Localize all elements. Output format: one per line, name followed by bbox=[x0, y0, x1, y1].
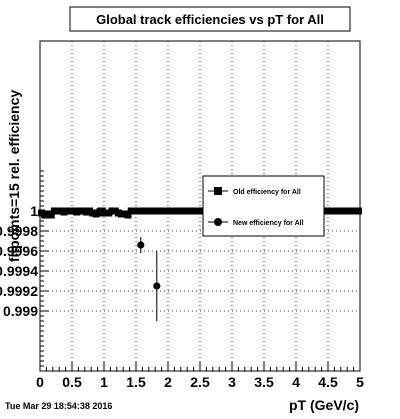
legend-old-label: Old efficiency for All bbox=[233, 189, 301, 196]
x-tick-label: 1 bbox=[100, 374, 108, 390]
timestamp: Tue Mar 29 18:54:38 2016 bbox=[5, 401, 112, 411]
y-tick-label: 0.9996 bbox=[0, 243, 38, 259]
y-tick-label: 0.9994 bbox=[0, 263, 38, 279]
y-tick-label: 0.9998 bbox=[0, 223, 38, 239]
axes: 0 0.5 1 1.5 2 2.5 3 3.5 4 4.5 5 0.999 0.9992 0.9994 0.… bbox=[0, 40, 364, 390]
legend-box bbox=[202, 175, 325, 237]
new-efficiency-point bbox=[121, 210, 129, 218]
new-efficiency-point bbox=[102, 209, 110, 217]
new-efficiency-point bbox=[89, 209, 97, 217]
x-tick-label: 3 bbox=[228, 374, 236, 390]
x-axis-label: pT (GeV/c) bbox=[289, 397, 359, 413]
x-tick-label: 1.5 bbox=[126, 374, 146, 390]
x-tick-label: 2.5 bbox=[190, 374, 210, 390]
legend-circle-marker-icon bbox=[214, 218, 222, 226]
x-tick-label: 3.5 bbox=[254, 374, 274, 390]
new-efficiency-point bbox=[50, 207, 59, 215]
x-tick-label: 0 bbox=[36, 374, 44, 390]
y-axis-label: fitpoints=15 rel. efficiency bbox=[6, 90, 22, 263]
new-efficiency-point bbox=[38, 209, 46, 217]
new-efficiency-point bbox=[114, 209, 122, 217]
legend-square-marker-icon bbox=[214, 187, 222, 195]
x-tick-label: 4 bbox=[292, 374, 300, 390]
new-efficiency-point bbox=[137, 241, 145, 249]
new-efficiency-point bbox=[76, 207, 84, 215]
x-tick-label: 2 bbox=[164, 374, 172, 390]
new-efficiency-point bbox=[166, 207, 174, 215]
x-tick-label: 5 bbox=[356, 374, 364, 390]
new-efficiency-point bbox=[108, 207, 116, 215]
new-efficiency-point bbox=[63, 207, 71, 215]
new-efficiency-point bbox=[70, 207, 78, 215]
x-tick-label: 0.5 bbox=[62, 374, 82, 390]
legend: Old efficiency for All New efficiency fo… bbox=[202, 175, 325, 237]
new-efficiency-point bbox=[354, 207, 362, 215]
legend-new-label: New efficiency for All bbox=[233, 220, 304, 227]
new-efficiency-point bbox=[57, 207, 65, 215]
new-efficiency-point bbox=[326, 207, 334, 215]
y-tick-label: 0.999 bbox=[3, 303, 38, 319]
y-tick-label: 0.9992 bbox=[0, 283, 38, 299]
new-efficiency-point bbox=[95, 207, 103, 215]
new-efficiency-point bbox=[82, 208, 90, 216]
y-tick-label: 1 bbox=[30, 203, 38, 219]
new-efficiency-point bbox=[44, 210, 52, 218]
title-box bbox=[69, 6, 351, 32]
new-efficiency-point bbox=[153, 282, 161, 290]
x-tick-label: 4.5 bbox=[318, 374, 338, 390]
chart-title: Global track efficiencies vs pT for All bbox=[96, 12, 324, 27]
